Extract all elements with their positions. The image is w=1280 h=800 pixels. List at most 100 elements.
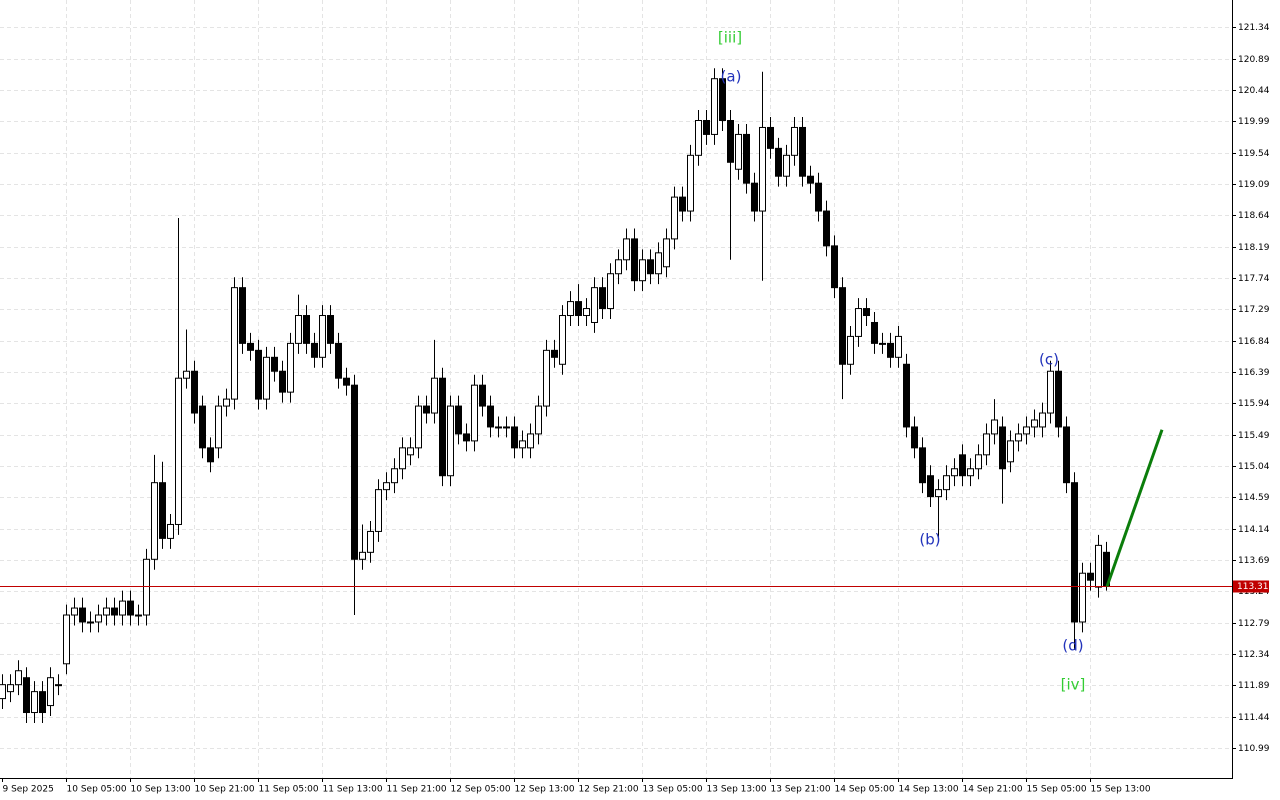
candle-body — [127, 600, 134, 616]
candle-body — [471, 384, 478, 442]
candle-body — [527, 433, 534, 449]
candle-body — [1007, 440, 1014, 463]
candle-body — [599, 287, 606, 310]
candle-body — [783, 154, 790, 177]
candle-body — [7, 684, 14, 693]
y-tick-label: 121.34 — [1238, 23, 1270, 33]
candle-body — [383, 482, 390, 491]
candle-body — [895, 335, 902, 358]
candle-body — [103, 607, 110, 616]
grid — [0, 0, 1232, 778]
candles — [0, 68, 1110, 723]
candle-body — [239, 287, 246, 344]
candle-body — [903, 363, 910, 428]
candle-body — [591, 287, 598, 323]
candle-body — [855, 308, 862, 337]
candle-body — [375, 489, 382, 532]
candle-body — [135, 614, 142, 617]
y-tick-label: 116.84 — [1238, 337, 1270, 347]
candle-body — [119, 600, 126, 616]
y-tick-label: 116.39 — [1238, 368, 1270, 378]
candle-body — [487, 405, 494, 428]
candle-body — [759, 126, 766, 212]
candle-body — [327, 315, 334, 344]
candle-body — [919, 447, 926, 484]
y-tick-label: 120.44 — [1238, 86, 1270, 96]
wave-label: (b) — [919, 531, 940, 549]
y-tick-label: 119.09 — [1238, 180, 1270, 190]
candle-body — [511, 426, 518, 449]
candle-body — [199, 405, 206, 449]
current-price-label: 113.31 — [1237, 582, 1269, 592]
candle-body — [1079, 572, 1086, 623]
candle-body — [215, 405, 222, 449]
candle-body — [935, 489, 942, 498]
candle-body — [431, 377, 438, 414]
y-tick-label: 115.49 — [1238, 431, 1270, 441]
candle-body — [543, 349, 550, 407]
candle-body — [335, 342, 342, 379]
candle-body — [663, 238, 670, 268]
candle-body — [143, 558, 150, 616]
wave-label: (a) — [721, 68, 742, 86]
candle-body — [951, 468, 958, 477]
candle-body — [679, 196, 686, 212]
candle-body — [55, 684, 62, 687]
wave-label: (d) — [1062, 637, 1083, 655]
candle-body — [95, 614, 102, 623]
candle-body — [535, 405, 542, 435]
y-tick-label: 119.54 — [1238, 149, 1270, 159]
candle-body — [1047, 370, 1054, 414]
candle-body — [495, 426, 502, 429]
candle-body — [1015, 433, 1022, 442]
candle-body — [607, 273, 614, 310]
candle-body — [775, 147, 782, 177]
candle-body — [175, 377, 182, 525]
candle-body — [503, 426, 510, 429]
x-tick-label: 11 Sep 05:00 — [259, 785, 319, 795]
candle-body — [575, 301, 582, 317]
x-tick-label: 10 Sep 21:00 — [195, 785, 255, 795]
y-tick-label: 113.69 — [1238, 556, 1270, 566]
candle-body — [247, 342, 254, 351]
candle-body — [1095, 544, 1102, 588]
candle-body — [975, 454, 982, 470]
candle-body — [303, 315, 310, 344]
y-tick-label: 112.79 — [1238, 619, 1270, 629]
y-tick-label: 120.89 — [1238, 55, 1270, 65]
x-tick-label: 12 Sep 13:00 — [515, 785, 575, 795]
y-tick-label: 112.34 — [1238, 650, 1270, 660]
candle-body — [815, 182, 822, 212]
candle-body — [151, 482, 158, 560]
y-tick-label: 114.59 — [1238, 493, 1270, 503]
candle-body — [311, 342, 318, 358]
candle-body — [871, 321, 878, 344]
candle-body — [615, 259, 622, 275]
candle-body — [391, 468, 398, 484]
candle-body — [423, 405, 430, 414]
candle-body — [447, 405, 454, 477]
candle-body — [519, 440, 526, 449]
y-tick-label: 110.99 — [1238, 744, 1270, 754]
candle-body — [39, 691, 46, 714]
y-tick-label: 119.99 — [1238, 117, 1270, 127]
candle-body — [23, 677, 30, 714]
candle-body — [63, 614, 70, 665]
candle-body — [351, 384, 358, 560]
x-tick-label: 14 Sep 13:00 — [899, 785, 959, 795]
candle-body — [879, 342, 886, 345]
y-tick-label: 118.19 — [1238, 243, 1270, 253]
candle-body — [743, 133, 750, 184]
candle-body — [343, 377, 350, 386]
candle-body — [1063, 426, 1070, 484]
candle-body — [647, 259, 654, 275]
candle-body — [279, 370, 286, 393]
candle-body — [967, 468, 974, 477]
candle-body — [415, 405, 422, 449]
candle-body — [1023, 426, 1030, 435]
candle-body — [15, 670, 22, 686]
candle-body — [0, 684, 6, 700]
candle-body — [71, 607, 78, 616]
candle-body — [687, 154, 694, 212]
candle-body — [911, 426, 918, 449]
